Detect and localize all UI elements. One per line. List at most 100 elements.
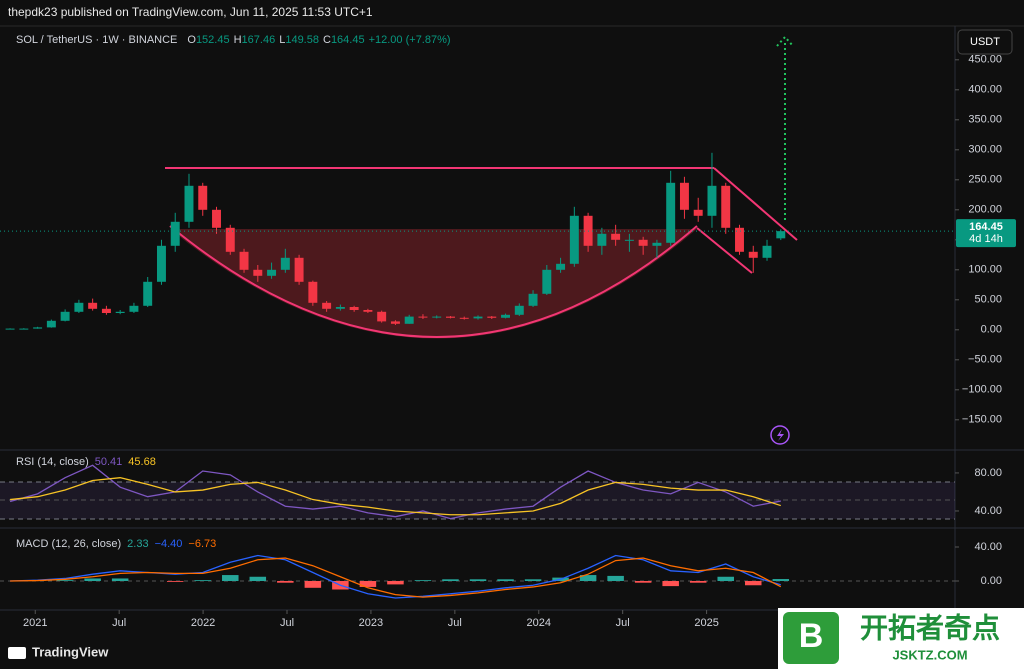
candle-body xyxy=(88,302,98,309)
legend-value: −6.73 xyxy=(188,538,216,550)
histogram-bar xyxy=(607,575,624,582)
y-tick-label: 0.00 xyxy=(981,575,1002,587)
candle-body xyxy=(514,305,524,315)
candle-body xyxy=(253,269,263,276)
change: +12.00 (+7.87%) xyxy=(369,34,451,46)
x-tick-label: Jul xyxy=(112,617,126,629)
candle-body xyxy=(335,307,345,309)
candle-body xyxy=(349,307,359,310)
candle-body xyxy=(156,245,166,282)
ohlc-value: 152.45 xyxy=(196,34,230,46)
x-tick-label: Jul xyxy=(280,617,294,629)
histogram-bar xyxy=(524,579,542,582)
histogram-bar xyxy=(387,581,404,585)
candle-body xyxy=(542,269,552,294)
histogram-bar xyxy=(745,581,762,586)
candle-body xyxy=(404,316,414,324)
handle-bottom xyxy=(696,227,753,274)
candle-body xyxy=(487,316,497,318)
histogram-bar xyxy=(469,579,487,582)
candle-body xyxy=(74,302,84,312)
y-tick-label: −150.00 xyxy=(962,414,1002,426)
candle-body xyxy=(501,314,511,318)
y-tick-label: 250.00 xyxy=(968,174,1002,186)
legend: RSI (14, close) 50.41 45.68 xyxy=(16,456,156,468)
histogram-bar xyxy=(634,581,652,583)
candle-body xyxy=(267,269,277,276)
candle-body xyxy=(473,316,483,319)
x-tick-label: Jul xyxy=(616,617,630,629)
candle-body xyxy=(170,221,180,246)
candle-body xyxy=(5,328,15,330)
x-tick-label: 2023 xyxy=(359,617,383,629)
candle-body xyxy=(528,293,538,306)
candle-body xyxy=(762,245,772,258)
candle-body xyxy=(707,185,717,216)
currency-label[interactable]: USDT xyxy=(970,36,1000,48)
alert-icon[interactable] xyxy=(770,425,790,445)
candle-body xyxy=(280,257,290,270)
candle-body xyxy=(33,327,43,329)
histogram-bar xyxy=(84,578,101,582)
indicator-title: MACD (12, 26, close) xyxy=(16,538,121,550)
currency-button[interactable] xyxy=(957,29,1013,55)
indicator-line xyxy=(10,557,782,598)
y-tick-label: 300.00 xyxy=(968,144,1002,156)
candle-body xyxy=(748,251,758,258)
candle-body xyxy=(19,328,29,330)
y-tick-label: 350.00 xyxy=(968,114,1002,126)
y-tick-label: 40.00 xyxy=(974,541,1002,553)
candle-body xyxy=(735,227,744,252)
ohlc-label: C xyxy=(323,34,331,46)
histogram-bar xyxy=(222,575,239,582)
x-tick-label: 2022 xyxy=(191,617,215,629)
legend-value: 45.68 xyxy=(128,456,156,468)
x-tick-label: 2025 xyxy=(694,617,718,629)
candle-body xyxy=(60,311,70,321)
watermark-logo-letter: B xyxy=(799,617,824,655)
ohlc-label: H xyxy=(234,34,242,46)
candle-body xyxy=(556,263,566,270)
candle-body xyxy=(322,302,332,309)
candle-body xyxy=(390,321,400,324)
footer-logo-icon xyxy=(8,647,26,659)
target-arrow-head xyxy=(776,35,794,47)
last-price-box xyxy=(956,219,1016,248)
candle-body xyxy=(212,209,221,228)
y-tick-label: 80.00 xyxy=(974,467,1002,479)
candle-body xyxy=(446,316,455,318)
candle-body xyxy=(597,233,607,246)
histogram-bar xyxy=(442,579,459,582)
histogram-bar xyxy=(359,581,377,587)
candle-body xyxy=(638,239,648,246)
cup-curve xyxy=(169,225,698,338)
y-tick-label: 200.00 xyxy=(968,204,1002,216)
legend: MACD (12, 26, close) 2.33 −4.40 −6.73 xyxy=(16,538,216,550)
candle-body xyxy=(624,239,634,241)
histogram-bar xyxy=(166,581,184,582)
histogram-bar xyxy=(497,579,514,582)
handle-top xyxy=(713,167,798,241)
candle-body xyxy=(101,308,111,313)
last-price: 164.45 xyxy=(969,221,1003,233)
candle-body xyxy=(679,182,689,210)
watermark-logo xyxy=(783,612,839,664)
candle-body xyxy=(666,182,676,243)
histogram-bar xyxy=(304,581,322,588)
alert-bolt xyxy=(777,429,784,441)
footer-logo: TradingView xyxy=(32,644,109,659)
candle-body xyxy=(225,227,235,252)
histogram-bar xyxy=(579,575,597,582)
candle-body xyxy=(721,185,731,228)
watermark-url: JSKTZ.COM xyxy=(892,647,967,662)
histogram-bar xyxy=(194,580,212,582)
histogram-bar xyxy=(56,580,74,582)
candle-body xyxy=(184,185,194,222)
candle-body xyxy=(46,320,56,328)
candle-body xyxy=(363,310,373,312)
candle-body xyxy=(129,305,139,312)
indicator-line xyxy=(10,554,781,599)
y-tick-label: −50.00 xyxy=(968,354,1002,366)
